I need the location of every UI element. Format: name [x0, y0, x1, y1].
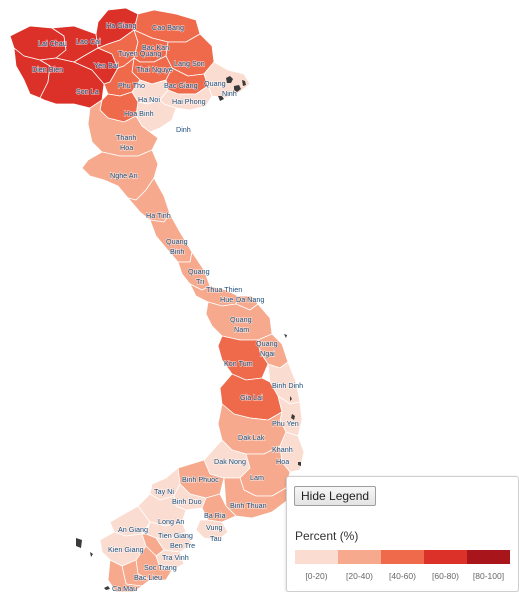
label-tien-giang: Tien Giang	[158, 531, 193, 540]
legend-swatch	[424, 550, 467, 564]
label-ca-mau: Ca Mau	[112, 584, 137, 592]
label-quang-ngai-2: Ngai	[260, 349, 275, 358]
legend-swatch	[467, 550, 510, 564]
province-ca-mau[interactable]	[107, 559, 143, 592]
label-quang-nam-1: Quang	[230, 315, 252, 324]
legend-bin-label: [20-40)	[346, 571, 373, 581]
label-thanh-hoa-2: Hoa	[120, 143, 133, 152]
label-thua-thien: Thua Thien	[206, 285, 242, 294]
legend-bin-label: [0-20)	[305, 571, 328, 581]
label-cao-bang: Cao Bang	[152, 23, 184, 32]
label-bac-giang: Bac Giang	[164, 81, 198, 90]
label-tuyen-quang: Tuyen Quang	[118, 49, 161, 58]
label-quang-ngai-1: Quang	[256, 339, 278, 348]
legend-bin: [40-60)	[381, 550, 424, 581]
label-ba-ria: Ba Ria	[204, 511, 226, 520]
label-vung: Vung	[206, 523, 223, 532]
label-dak-nong: Dak Nong	[214, 457, 246, 466]
legend-bin: [80-100]	[467, 550, 510, 581]
label-quang-nam-2: Nam	[234, 325, 249, 334]
label-phu-tho: Phu Tho	[118, 81, 145, 90]
label-long-an: Long An	[158, 517, 184, 526]
legend-bin-label: [40-60)	[389, 571, 416, 581]
province-ba-ria-vung-tau[interactable]	[195, 519, 229, 541]
label-thanh-hoa-1: Thanh	[116, 133, 136, 142]
label-ben-tre: Ben Tre	[170, 541, 195, 550]
legend-swatch	[381, 550, 424, 564]
label-ninh-binh: Dinh	[176, 125, 191, 134]
label-soc-trang: Soc Trang	[144, 563, 177, 572]
province-ha-tinh[interactable]	[127, 177, 171, 223]
label-binh-thuan: Binh Thuan	[230, 501, 267, 510]
label-binh-duong: Binh Duo	[172, 497, 202, 506]
legend-scale: [0-20) [20-40) [40-60) [60-80) [80-100]	[295, 550, 510, 581]
label-quang-binh-1: Quang	[166, 237, 188, 246]
label-thai-nguyen: Thai Nguye	[136, 65, 173, 74]
legend-swatch	[295, 550, 338, 564]
label-nghe-an: Nghe An	[110, 171, 138, 180]
legend-swatch	[338, 550, 381, 564]
label-da-nang: Da Nang	[236, 295, 264, 304]
legend-bin-label: [80-100]	[472, 571, 505, 581]
label-khanh-hoa-2: Hoa	[276, 457, 289, 466]
label-quang-tri-2: Tri	[196, 277, 205, 286]
label-hoa-binh: Hoa Binh	[124, 109, 154, 118]
label-binh-phuoc: Binh Phuoc	[182, 475, 219, 484]
province-thanh-hoa[interactable]	[87, 99, 159, 157]
label-binh-dinh: Binh Dinh	[272, 381, 303, 390]
provinces	[9, 7, 305, 592]
hide-legend-button[interactable]: Hide Legend	[294, 486, 377, 506]
label-dien-bien: Dien Bien	[32, 65, 63, 74]
label-hue: Hue	[220, 295, 233, 304]
label-quang-ninh-2: Ninh	[222, 89, 237, 98]
label-ha-noi: Ha Noi	[138, 95, 160, 104]
label-ha-tinh: Ha Tinh	[146, 211, 171, 220]
province-labels: Ha Giang Cao Bang Lai Chau Lao Cai Tuyen…	[31, 20, 304, 592]
label-yen-bai: Yen Bai	[94, 61, 119, 70]
label-lai-chau: Lai Chau	[38, 39, 67, 48]
label-tay-ninh: Tay Ni	[154, 487, 174, 496]
label-lao-cai: Lao Cai	[76, 37, 101, 46]
legend-bin: [20-40)	[338, 550, 381, 581]
legend-bin: [0-20)	[295, 550, 338, 581]
label-bac-lieu: Bac Lieu	[134, 573, 162, 582]
legend-bin-label: [60-80)	[432, 571, 459, 581]
label-khanh-hoa-1: Khanh	[272, 445, 293, 454]
label-phu-yen: Phu Yen	[272, 419, 299, 428]
legend-title: Percent (%)	[295, 529, 359, 543]
label-kon-tum: Kon Tum	[224, 359, 253, 368]
label-quang-binh-2: Binh	[170, 247, 184, 256]
legend-panel: Hide Legend Percent (%) [0-20) [20-40) […	[286, 476, 519, 592]
label-kien-giang: Kien Giang	[108, 545, 144, 554]
islands	[76, 76, 301, 590]
label-lam-dong: Lam	[250, 473, 264, 482]
label-lang-son: Lang Son	[174, 59, 205, 68]
label-bac-kan: Bac Kan	[142, 43, 169, 52]
label-son-la: Son La	[76, 87, 99, 96]
label-quang-ninh-1: Quang	[204, 79, 226, 88]
label-gia-lai: Gia Lai	[240, 393, 263, 402]
label-dak-lak: Dak Lak	[238, 433, 265, 442]
label-quang-tri-1: Quang	[188, 267, 210, 276]
label-an-giang: An Giang	[118, 525, 148, 534]
label-tau: Tau	[210, 534, 222, 543]
label-ha-giang: Ha Giang	[106, 21, 136, 30]
label-tra-vinh: Tra Vinh	[162, 553, 189, 562]
label-hai-phong: Hai Phong	[172, 97, 206, 106]
legend-bin: [60-80)	[424, 550, 467, 581]
